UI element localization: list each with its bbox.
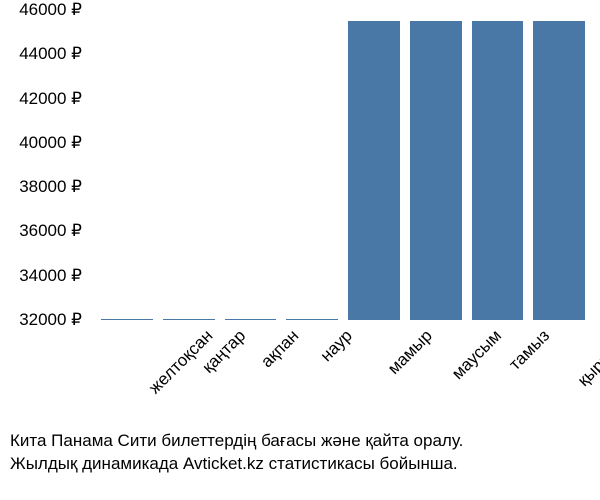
x-label-slot: маусым xyxy=(410,322,462,432)
caption-line-1: Кита Панама Сити билеттердің бағасы және… xyxy=(10,430,600,453)
x-axis-labels: желтоқсанқаңтарақпаннаурмамырмаусымтамыз… xyxy=(95,322,585,432)
bar xyxy=(410,21,462,320)
bar-slot xyxy=(410,10,462,320)
y-tick: 40000 ₽ xyxy=(19,133,82,153)
chart-caption: Кита Панама Сити билеттердің бағасы және… xyxy=(10,430,600,476)
bar xyxy=(472,21,524,320)
bar-slot xyxy=(101,10,153,320)
y-tick: 36000 ₽ xyxy=(19,221,82,241)
y-tick: 34000 ₽ xyxy=(19,266,82,286)
y-tick: 46000 ₽ xyxy=(19,0,82,20)
caption-line-2: Жылдық динамикада Avticket.kz статистика… xyxy=(10,453,600,476)
bar xyxy=(163,319,215,320)
bar xyxy=(286,319,338,320)
x-label-slot: қыркүйек xyxy=(533,322,585,432)
y-tick: 42000 ₽ xyxy=(19,89,82,109)
y-tick: 44000 ₽ xyxy=(19,44,82,64)
x-tick-label: қыркүйек xyxy=(574,326,600,391)
x-label-slot: мамыр xyxy=(348,322,400,432)
y-tick: 32000 ₽ xyxy=(19,310,82,330)
bar-slot xyxy=(348,10,400,320)
x-label-slot: желтоқсан xyxy=(101,322,153,432)
bar-slot xyxy=(472,10,524,320)
bar xyxy=(348,21,400,320)
bar xyxy=(225,319,277,320)
x-label-slot: ақпан xyxy=(225,322,277,432)
bar-slot xyxy=(225,10,277,320)
bar-chart xyxy=(95,10,585,320)
y-tick: 38000 ₽ xyxy=(19,177,82,197)
x-label-slot: тамыз xyxy=(472,322,524,432)
x-label-slot: қаңтар xyxy=(163,322,215,432)
bars-container xyxy=(95,10,585,320)
bar-slot xyxy=(286,10,338,320)
bar-slot xyxy=(163,10,215,320)
bar xyxy=(533,21,585,320)
bar-slot xyxy=(533,10,585,320)
y-axis: 32000 ₽34000 ₽36000 ₽38000 ₽40000 ₽42000… xyxy=(0,10,90,320)
x-label-slot: наур xyxy=(286,322,338,432)
bar xyxy=(101,319,153,320)
